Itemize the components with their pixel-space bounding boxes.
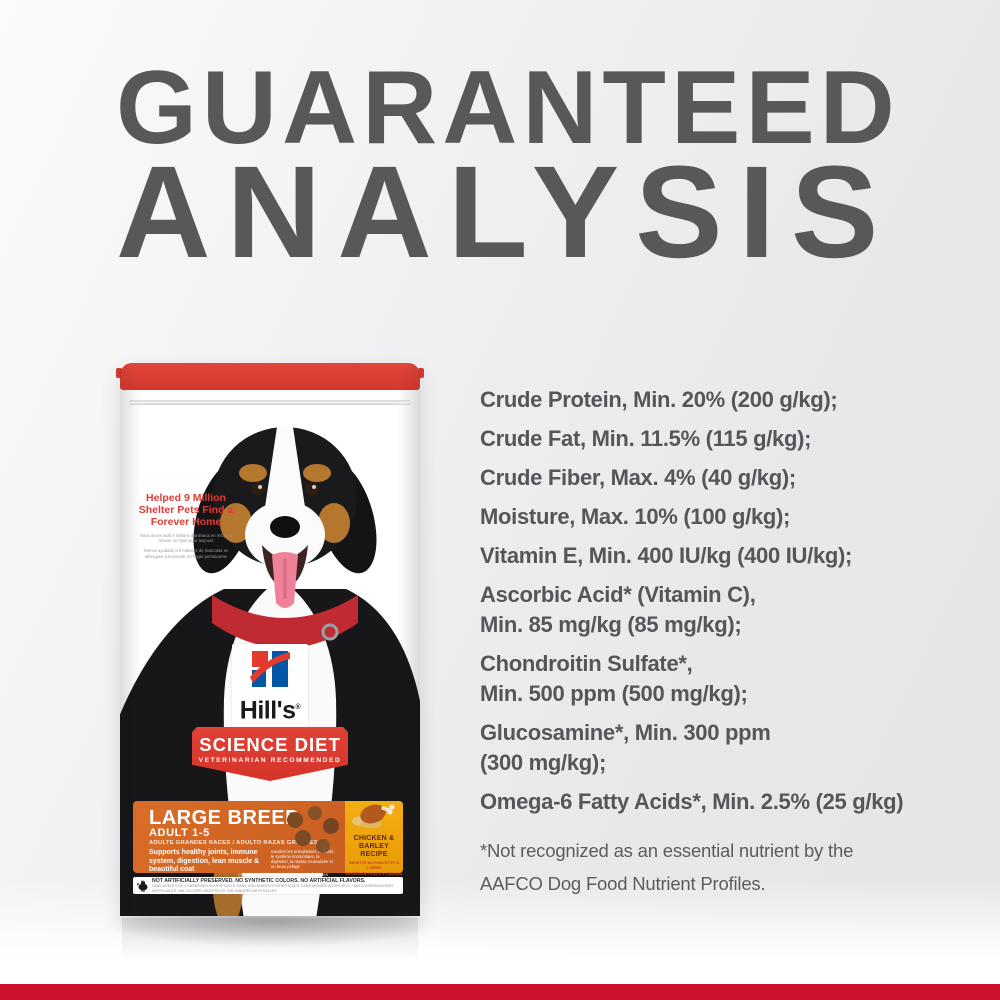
analysis-entry: Crude Fat, Min. 11.5% (115 g/kg); [480, 424, 980, 454]
kibble-icon [287, 806, 339, 853]
shelter-badge: Helped 9 Million Shelter Pets Find a For… [138, 492, 234, 559]
aafco-footnote: *Not recognized as an essential nutrient… [480, 834, 950, 900]
shelter-badge-headline: Helped 9 Million Shelter Pets Find a For… [138, 492, 234, 528]
brand-name: Hill's® [239, 696, 301, 725]
guaranteed-analysis-list: Crude Protein, Min. 20% (200 g/kg); Crud… [480, 385, 980, 826]
analysis-entry: Ascorbic Acid* (Vitamin C), Min. 85 mg/k… [480, 580, 980, 640]
bag-ziplock [129, 400, 411, 405]
analysis-line: Min. 500 ppm (500 mg/kg); [480, 681, 748, 706]
analysis-line: Moisture, Max. 10% (100 g/kg); [480, 504, 791, 529]
recipe-title-es: RECETA DE POLLO Y CEBADA [345, 872, 403, 877]
analysis-line: Crude Fat, Min. 11.5% (115 g/kg); [480, 426, 812, 451]
analysis-entry: Moisture, Max. 10% (100 g/kg); [480, 502, 980, 532]
page-title-line1: GUARANTEED [116, 50, 900, 166]
analysis-line: Vitamin E, Min. 400 IU/kg (400 IU/kg); [480, 543, 853, 568]
chicken-drumstick-icon [352, 804, 395, 828]
analysis-entry: Crude Protein, Min. 20% (200 g/kg); [480, 385, 980, 415]
product-label-panel: LARGE BREED ADULT 1-5 ADULTE GRANDES RAC… [133, 801, 403, 893]
claims-translation: SANS AGENTS DE CONSERVATION ARTIFICIELS.… [152, 884, 394, 893]
bag-top-seal [116, 363, 424, 390]
shelter-badge-subtext-es: Hemos ayudado a 9 millones de mascotas e… [143, 548, 229, 559]
bag-reflection [122, 918, 418, 970]
analysis-entry: Crude Fiber, Max. 4% (40 g/kg); [480, 463, 980, 493]
analysis-entry: Omega-6 Fatty Acids*, Min. 2.5% (25 g/kg… [480, 787, 980, 817]
claims-strip: NOT ARTIFICIALLY PRESERVED. NO SYNTHETIC… [133, 877, 403, 894]
analysis-line: Chondroitin Sulfate*, [480, 651, 693, 676]
product-name-translation: ADULTE GRANDES RACES / ADULTO RAZAS GRAN… [149, 840, 318, 846]
registered-mark: ® [295, 704, 301, 711]
product-bag: Helped 9 Million Shelter Pets Find a For… [116, 363, 424, 916]
analysis-line: Crude Fiber, Max. 4% (40 g/kg); [480, 465, 796, 490]
benefits-text-fr: Soutient les articulations en santé, le … [271, 849, 335, 870]
science-diet-subtitle: VETERINARIAN RECOMMENDED [198, 757, 342, 764]
page-title-line2: ANALYSIS [116, 138, 895, 285]
analysis-line: Crude Protein, Min. 20% (200 g/kg); [480, 387, 838, 412]
footnote-line1: *Not recognized as an essential nutrient… [480, 840, 854, 861]
analysis-line: Min. 85 mg/kg (85 mg/kg); [480, 612, 742, 637]
science-diet-title: SCIENCE DIET [199, 734, 341, 755]
analysis-line: (300 mg/kg); [480, 750, 606, 775]
analysis-entry: Vitamin E, Min. 400 IU/kg (400 IU/kg); [480, 541, 980, 571]
analysis-line: Glucosamine*, Min. 300 ppm [480, 720, 771, 745]
page-title: GUARANTEED ANALYSIS [116, 56, 900, 277]
life-stage: ADULT 1-5 [149, 827, 210, 839]
recipe-panel: CHICKEN & BARLEY RECIPE RECETTE AU POULE… [345, 801, 403, 876]
footnote-line2: AAFCO Dog Food Nutrient Profiles. [480, 873, 766, 894]
bottom-accent-bar [0, 984, 1000, 1000]
shelter-badge-subtext-fr: Nous avons aidé 9 millions d'animaux en … [139, 533, 233, 544]
hills-logo: Hill's® [232, 644, 308, 730]
analysis-line: Ascorbic Acid* (Vitamin C), [480, 582, 756, 607]
product-name: LARGE BREED [149, 807, 301, 829]
analysis-line: Omega-6 Fatty Acids*, Min. 2.5% (25 g/kg… [480, 789, 904, 814]
recipe-title-fr: RECETTE AU POULET ET À L'ORGE [348, 861, 400, 870]
analysis-entry: Chondroitin Sulfate*, Min. 500 ppm (500 … [480, 649, 980, 709]
hills-logo-mark-icon [250, 651, 290, 687]
benefits-text: Supports healthy joints, immune system, … [149, 849, 260, 873]
claims-main: NOT ARTIFICIALLY PRESERVED. NO SYNTHETIC… [152, 878, 366, 885]
claims-text: NOT ARTIFICIALLY PRESERVED. NO SYNTHETIC… [152, 878, 403, 892]
recipe-title: CHICKEN & BARLEY RECIPE [353, 835, 395, 858]
rooster-icon [137, 880, 148, 892]
analysis-entry: Glucosamine*, Min. 300 ppm (300 mg/kg); [480, 718, 980, 778]
